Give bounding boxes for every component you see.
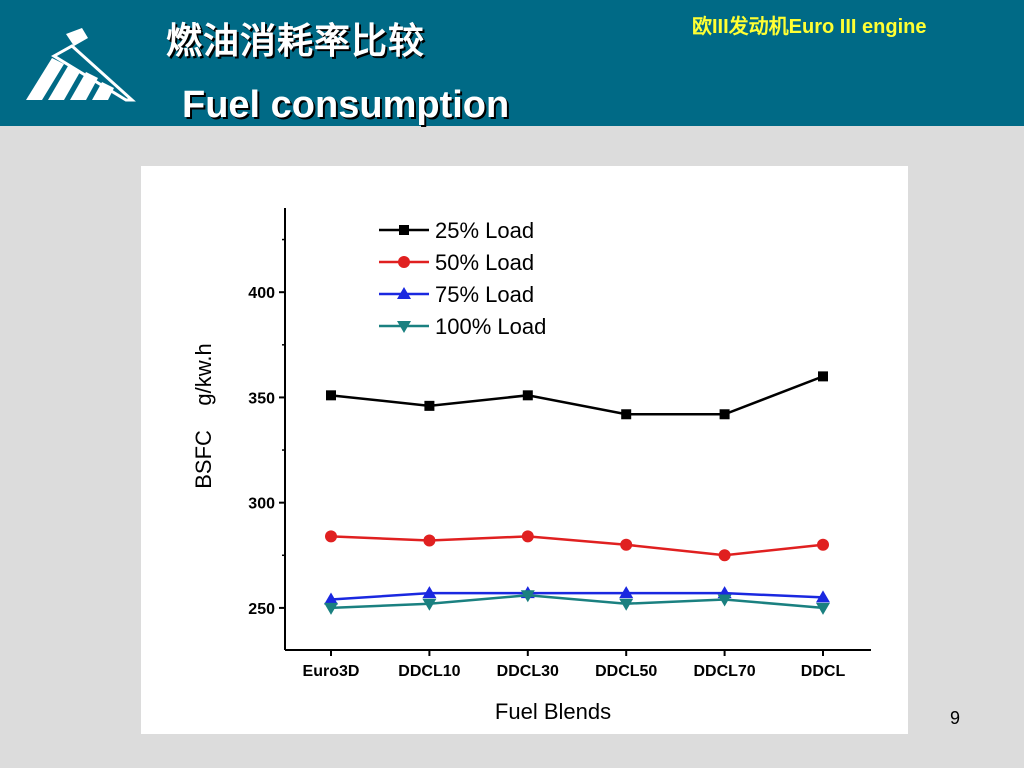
data-point (424, 400, 435, 411)
x-tick-label: DDCL30 (497, 663, 559, 680)
data-point (719, 409, 730, 420)
y-tick-label: 400 (248, 285, 275, 302)
data-point (522, 390, 533, 401)
y-tick-label: 300 (248, 496, 275, 513)
legend-marker (398, 256, 410, 268)
data-point (619, 598, 634, 611)
series-line (330, 375, 824, 416)
y-axis-label: BSFC g/kw.h (191, 343, 216, 489)
x-tick-label: Euro3D (303, 663, 360, 680)
legend-label: 100% Load (435, 314, 546, 339)
slide-header: 燃油消耗率比较 Fuel consumption 欧III发动机Euro III… (0, 0, 1024, 126)
legend-label: 25% Load (435, 218, 534, 243)
series-2 (325, 530, 829, 562)
legend-marker (399, 225, 409, 235)
engine-label: 欧III发动机Euro III engine (692, 16, 927, 38)
data-point (326, 390, 336, 401)
data-point (718, 549, 731, 562)
series-line (330, 535, 824, 557)
data-point (324, 602, 338, 615)
data-point (422, 598, 437, 611)
x-tick-label: DDCL10 (398, 663, 460, 680)
series-4 (324, 590, 830, 615)
x-tick-label: DDCL70 (693, 663, 755, 680)
legend-item: 25% Load (379, 218, 534, 243)
slide-title-english: Fuel consumption (182, 84, 510, 126)
data-point (619, 586, 634, 599)
data-point (521, 530, 534, 543)
data-point (620, 538, 633, 551)
data-point (816, 590, 830, 603)
legend-item: 50% Load (379, 250, 534, 275)
page-number: 9 (950, 708, 961, 728)
chart-panel: 250 300 350 400 Euro3D DDCL10 DDCL30 DDCL50 DDCL… (141, 166, 908, 734)
legend-label: 75% Load (435, 282, 534, 307)
data-point (422, 586, 437, 599)
slide-title-chinese: 燃油消耗率比较 (166, 20, 426, 61)
x-axis-label: Fuel Blends (495, 699, 611, 724)
data-point (817, 538, 829, 551)
data-point (816, 602, 830, 615)
x-tick-label: DDCL (801, 663, 846, 680)
data-point (818, 371, 828, 382)
bsfc-line-chart: 250 300 350 400 Euro3D DDCL10 DDCL30 DDCL50 DDCL… (191, 208, 871, 724)
legend-marker (397, 321, 411, 333)
legend-item: 100% Load (379, 314, 546, 339)
data-point (325, 530, 337, 543)
legend-item: 75% Load (379, 282, 534, 307)
data-point (621, 409, 632, 420)
data-point (423, 534, 436, 547)
y-tick-label: 250 (248, 601, 275, 618)
series-line (330, 591, 824, 601)
x-tick-label: DDCL50 (595, 663, 657, 680)
series-line (330, 594, 824, 610)
data-point (717, 594, 732, 607)
legend-marker (397, 287, 411, 299)
series-1 (326, 371, 828, 420)
data-point (324, 592, 338, 605)
y-tick-label: 350 (248, 390, 275, 407)
data-point (520, 590, 535, 603)
company-logo-icon (26, 28, 136, 102)
legend-label: 50% Load (435, 250, 534, 275)
